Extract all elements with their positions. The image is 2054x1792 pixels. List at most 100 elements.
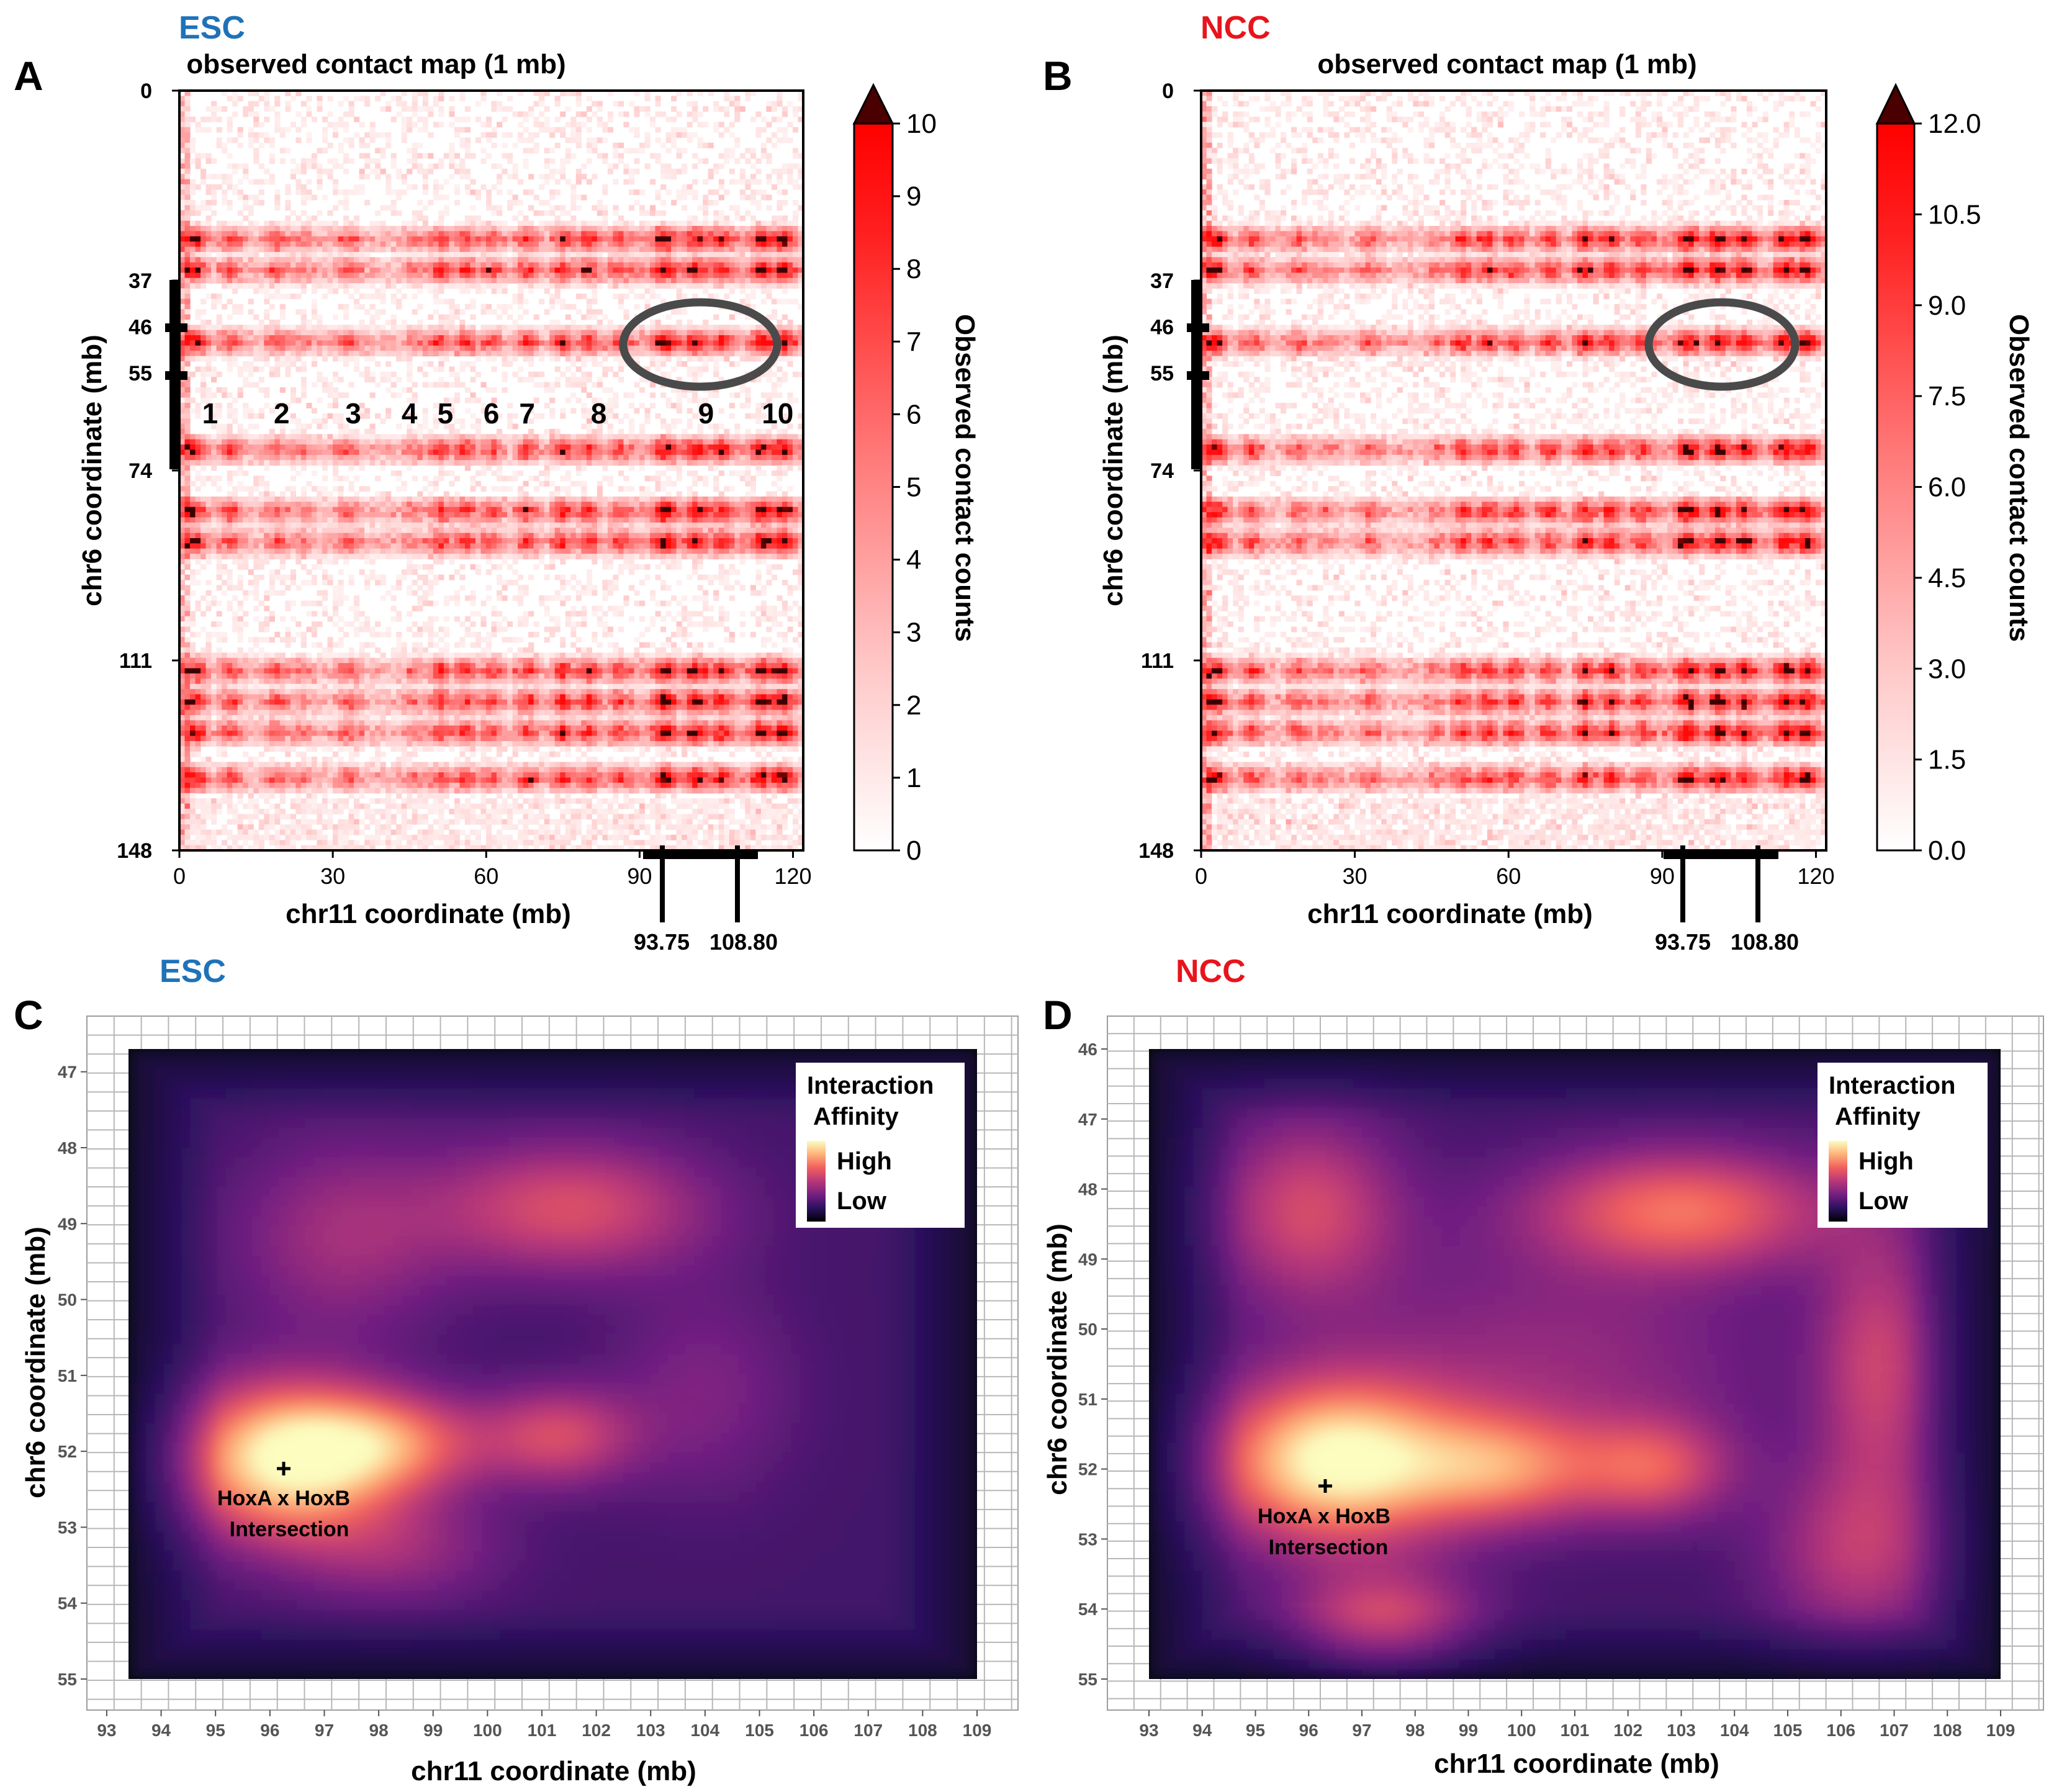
contact-cell xyxy=(264,387,270,393)
contact-cell xyxy=(200,335,207,341)
contact-cell xyxy=(671,137,677,143)
contact-cell xyxy=(417,449,423,456)
contact-cell xyxy=(639,277,646,284)
contact-cell xyxy=(597,444,603,451)
contact-cell xyxy=(248,132,254,138)
contact-cell xyxy=(512,163,518,169)
contact-cell xyxy=(295,277,302,284)
contact-cell xyxy=(480,225,487,232)
contact-cell xyxy=(422,257,428,263)
contact-cell xyxy=(300,236,307,242)
contact-cell xyxy=(390,439,397,445)
contact-cell xyxy=(592,241,598,248)
contact-cell xyxy=(628,168,635,174)
contact-cell xyxy=(544,174,550,180)
contact-cell xyxy=(628,277,635,284)
contact-cell xyxy=(274,335,281,341)
contact-cell xyxy=(459,277,466,284)
contact-cell xyxy=(787,220,793,227)
contact-cell xyxy=(232,225,238,232)
contact-cell xyxy=(433,293,439,299)
contact-cell xyxy=(554,345,561,351)
contact-cell xyxy=(343,454,349,461)
contact-cell xyxy=(554,241,561,248)
contact-cell xyxy=(713,371,719,377)
contact-cell xyxy=(322,231,328,237)
contact-cell xyxy=(597,397,603,403)
contact-cell xyxy=(200,268,207,274)
contact-cell xyxy=(750,163,756,169)
contact-cell xyxy=(708,293,714,299)
contact-cell xyxy=(750,288,756,294)
contact-cell xyxy=(549,335,556,341)
contact-cell xyxy=(216,137,222,143)
contact-cell xyxy=(385,345,392,351)
contact-cell xyxy=(438,241,444,248)
contact-cell xyxy=(729,132,735,138)
contact-cell xyxy=(618,356,624,362)
contact-cell xyxy=(290,356,296,362)
contact-cell xyxy=(184,153,191,159)
contact-cell xyxy=(676,330,682,336)
contact-cell xyxy=(634,127,640,133)
contact-cell xyxy=(317,335,323,341)
contact-cell xyxy=(364,101,371,107)
contact-cell xyxy=(248,179,254,185)
contact-cell xyxy=(195,325,201,331)
contact-cell xyxy=(332,439,339,445)
contact-cell xyxy=(184,268,191,274)
contact-cell xyxy=(195,220,201,227)
contact-cell xyxy=(401,116,407,122)
contact-cell xyxy=(607,127,613,133)
contact-cell xyxy=(311,163,318,169)
contact-cell xyxy=(428,153,434,159)
contact-cell xyxy=(729,283,735,289)
contact-cell xyxy=(682,444,688,451)
contact-cell xyxy=(755,434,762,440)
contact-cell xyxy=(380,277,386,284)
contact-cell xyxy=(491,262,497,268)
contact-cell xyxy=(613,325,619,331)
contact-cell xyxy=(724,428,730,434)
contact-cell xyxy=(264,116,270,122)
contact-cell xyxy=(565,356,571,362)
contact-cell xyxy=(200,127,207,133)
contact-cell xyxy=(549,210,556,216)
contact-cell xyxy=(438,272,444,279)
contact-cell xyxy=(306,449,312,456)
contact-cell xyxy=(554,335,561,341)
contact-cell xyxy=(692,413,698,419)
contact-cell xyxy=(396,304,402,310)
contact-cell xyxy=(623,272,629,279)
contact-cell xyxy=(327,460,333,466)
contact-cell xyxy=(671,168,677,174)
contact-cell xyxy=(184,158,191,164)
contact-cell xyxy=(512,246,518,253)
contact-cell xyxy=(449,366,455,372)
contact-cell xyxy=(443,205,449,211)
contact-cell xyxy=(311,314,318,320)
contact-cell xyxy=(581,371,587,377)
contact-cell xyxy=(713,225,719,232)
contact-cell xyxy=(407,434,413,440)
contact-cell xyxy=(322,345,328,351)
contact-cell xyxy=(507,158,513,164)
contact-cell xyxy=(586,377,592,383)
contact-cell xyxy=(317,434,323,440)
contact-cell xyxy=(348,246,354,253)
contact-cell xyxy=(311,241,318,248)
contact-cell xyxy=(227,413,233,419)
contact-cell xyxy=(417,246,423,253)
contact-cell xyxy=(364,277,371,284)
contact-cell xyxy=(613,231,619,237)
contact-cell xyxy=(602,225,608,232)
contact-cell xyxy=(258,387,264,393)
contact-cell xyxy=(697,257,703,263)
contact-cell xyxy=(428,257,434,263)
contact-cell xyxy=(359,403,365,408)
contact-cell xyxy=(459,423,466,430)
contact-cell xyxy=(766,460,772,466)
contact-cell xyxy=(412,231,418,237)
contact-cell xyxy=(554,116,561,122)
contact-cell xyxy=(708,220,714,227)
